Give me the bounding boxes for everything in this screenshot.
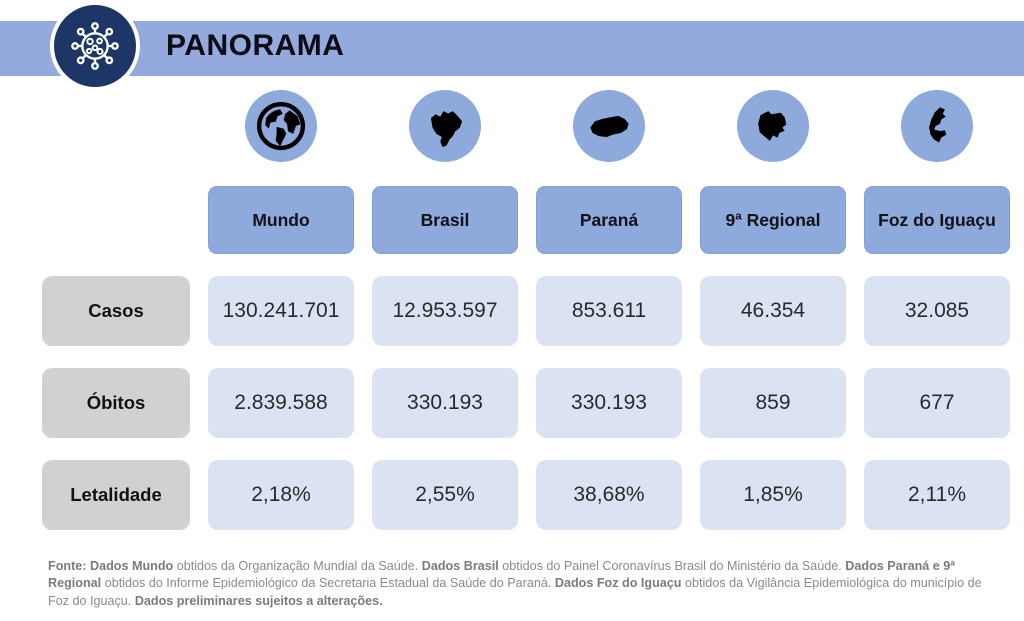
- foz-do-iguacu-map-icon: [901, 90, 973, 162]
- source-note-segment: Dados preliminares sujeitos a alterações…: [134, 593, 383, 608]
- title-banner: [0, 21, 1024, 76]
- value-letalidade-foz: 2,11%: [864, 460, 1010, 530]
- value-obitos-brasil: 330.193: [372, 368, 518, 438]
- spacer: [42, 88, 190, 164]
- value-obitos-parana: 330.193: [536, 368, 682, 438]
- source-note-segment: Dados Brasil: [421, 558, 503, 573]
- source-note-segment: obtidos da Organização Mundial da Saúde.: [176, 558, 422, 573]
- value-letalidade-brasil: 2,55%: [372, 460, 518, 530]
- brazil-map-icon: [409, 90, 481, 162]
- source-note-segment: Fonte: Dados Mundo: [48, 558, 177, 573]
- virus-badge: [50, 1, 140, 91]
- panorama-table: Mundo Brasil Paraná 9ª Regional Foz do I…: [42, 88, 1010, 530]
- value-obitos-regional-9: 859: [700, 368, 846, 438]
- value-casos-parana: 853.611: [536, 276, 682, 346]
- value-obitos-foz: 677: [864, 368, 1010, 438]
- virus-icon: [66, 17, 124, 75]
- value-letalidade-mundo: 2,18%: [208, 460, 354, 530]
- parana-map-icon: [573, 90, 645, 162]
- row-label-letalidade: Letalidade: [42, 460, 190, 530]
- value-letalidade-regional-9: 1,85%: [700, 460, 846, 530]
- column-icon-mundo: [208, 88, 354, 164]
- value-letalidade-parana: 38,68%: [536, 460, 682, 530]
- source-note-segment: Dados Paraná e 9ª Regional: [48, 558, 955, 591]
- value-obitos-mundo: 2.839.588: [208, 368, 354, 438]
- value-casos-foz: 32.085: [864, 276, 1010, 346]
- column-header-parana: Paraná: [536, 186, 682, 254]
- column-icon-regional-9: [700, 88, 846, 164]
- source-note-segment: obtidos do Painel Coronavírus Brasil do …: [502, 558, 846, 573]
- column-header-foz: Foz do Iguaçu: [864, 186, 1010, 254]
- source-note-segment: Dados Foz do Iguaçu: [554, 576, 685, 591]
- column-icon-brasil: [372, 88, 518, 164]
- source-note-segment: obtidos da Vigilância Epidemiológica do …: [48, 576, 982, 608]
- value-casos-brasil: 12.953.597: [372, 276, 518, 346]
- spacer: [42, 186, 190, 254]
- page-title: PANORAMA: [166, 29, 345, 62]
- source-note-segment: obtidos do Informe Epidemiológico da Sec…: [104, 576, 555, 591]
- column-header-regional-9: 9ª Regional: [700, 186, 846, 254]
- regional-9-map-icon: [737, 90, 809, 162]
- column-header-brasil: Brasil: [372, 186, 518, 254]
- value-casos-regional-9: 46.354: [700, 276, 846, 346]
- column-header-mundo: Mundo: [208, 186, 354, 254]
- globe-icon: [245, 90, 317, 162]
- value-casos-mundo: 130.241.701: [208, 276, 354, 346]
- column-icon-parana: [536, 88, 682, 164]
- row-label-obitos: Óbitos: [42, 368, 190, 438]
- source-note: Fonte: Dados Mundo obtidos da Organizaçã…: [48, 558, 1000, 611]
- row-label-casos: Casos: [42, 276, 190, 346]
- column-icon-foz: [864, 88, 1010, 164]
